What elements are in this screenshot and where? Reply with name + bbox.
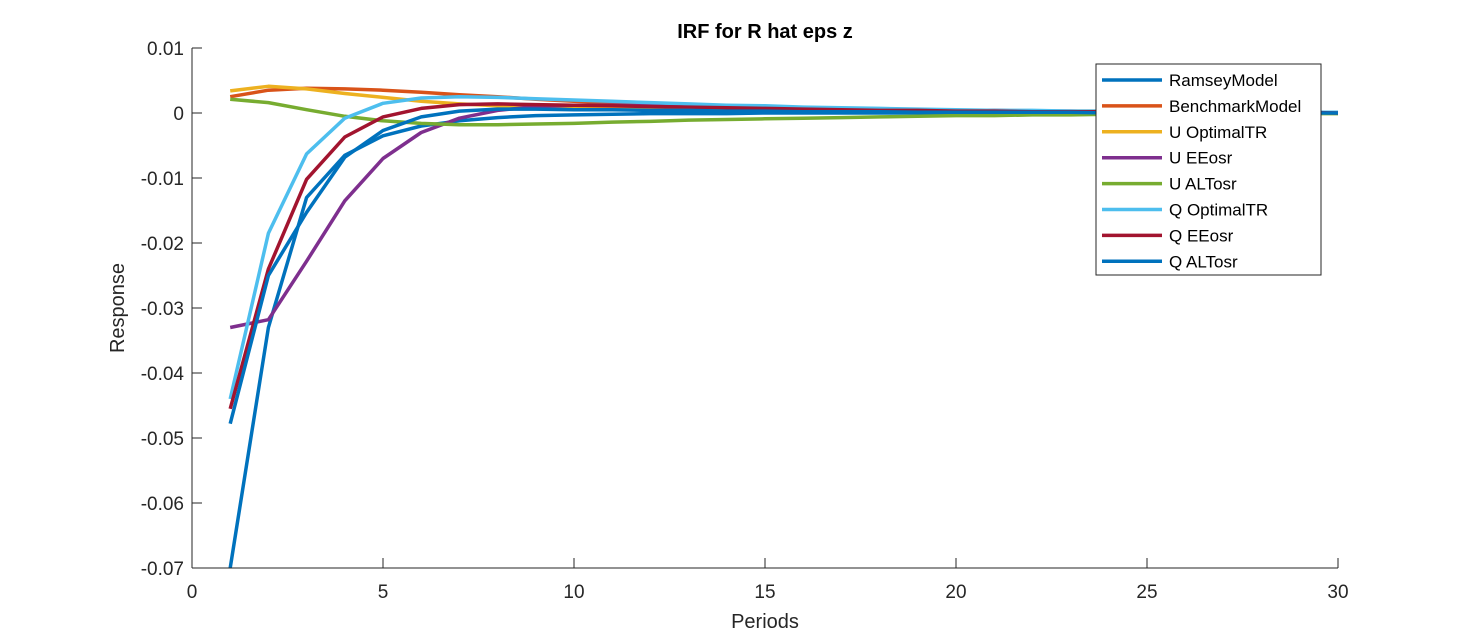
- y-ticks: 0.01 0 -0.01 -0.02 -0.03 -0.04 -0.05 -0.06 -0.07: [141, 39, 202, 580]
- x-axis-title: Periods: [731, 611, 799, 633]
- legend-label: RamseyModel: [1169, 71, 1278, 90]
- x-ticks: 0 5 10 15 20 25 30: [187, 558, 1349, 603]
- y-tick-label: -0.01: [141, 169, 184, 190]
- legend-label: U EEosr: [1169, 149, 1233, 168]
- legend-label: BenchmarkModel: [1169, 97, 1301, 116]
- y-tick-label: -0.03: [141, 299, 184, 320]
- legend-label: U ALTosr: [1169, 175, 1237, 194]
- legend-box: [1095, 63, 1322, 276]
- x-tick-label: 5: [378, 582, 389, 603]
- legend-label: U OptimalTR: [1169, 123, 1267, 142]
- legend: RamseyModel BenchmarkModel U OptimalTR U EE…: [1095, 63, 1322, 276]
- x-tick-label: 15: [754, 582, 775, 603]
- legend-label: Q OptimalTR: [1169, 201, 1268, 220]
- x-tick-label: 10: [563, 582, 584, 603]
- x-tick-label: 30: [1327, 582, 1348, 603]
- y-tick-label: 0.01: [147, 39, 184, 60]
- y-axis-title: Response: [107, 263, 129, 353]
- x-tick-label: 20: [945, 582, 966, 603]
- legend-label: Q EEosr: [1169, 226, 1234, 245]
- x-tick-label: 25: [1136, 582, 1157, 603]
- y-tick-label: -0.02: [141, 234, 184, 255]
- legend-label: Q ALTosr: [1169, 252, 1238, 271]
- y-tick-label: 0: [173, 104, 184, 125]
- x-tick-label: 0: [187, 582, 198, 603]
- y-tick-label: -0.07: [141, 559, 184, 580]
- y-tick-label: -0.04: [141, 364, 185, 385]
- y-tick-label: -0.06: [141, 494, 184, 515]
- y-tick-label: -0.05: [141, 429, 184, 450]
- chart-title: IRF for R hat eps z: [677, 21, 853, 43]
- legend-items: RamseyModel BenchmarkModel U OptimalTR U EE…: [1102, 71, 1301, 271]
